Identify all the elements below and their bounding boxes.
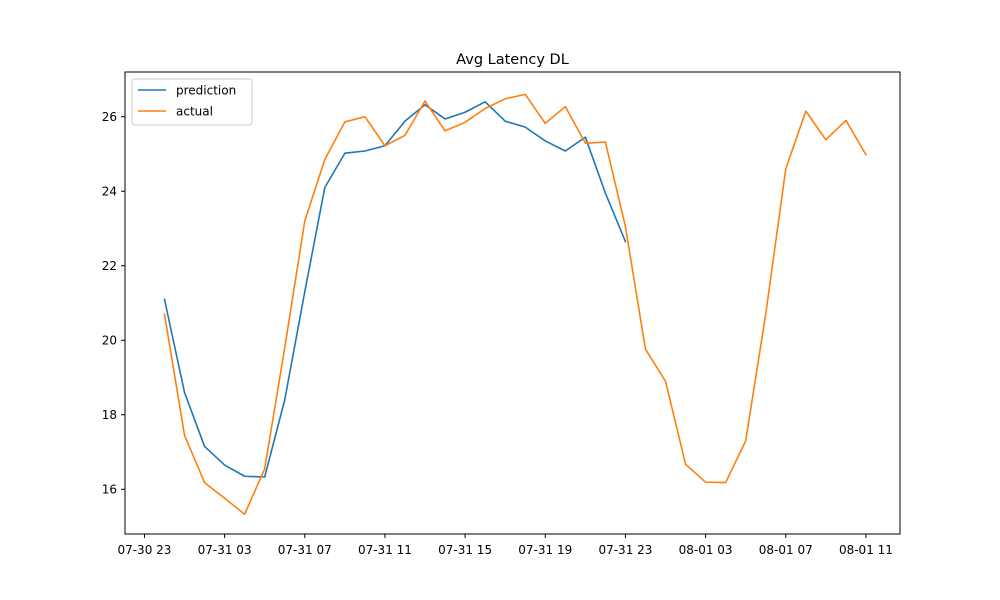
y-tick-label: 16 [102,483,117,497]
x-tick-label: 07-31 23 [598,543,652,557]
x-tick-label: 07-31 07 [278,543,332,557]
y-tick-label: 22 [102,259,117,273]
y-tick-label: 24 [102,185,117,199]
series-line-prediction [163,101,627,478]
chart-title: Avg Latency DL [456,52,569,68]
x-tick-label: 08-01 11 [839,543,893,557]
y-tick-label: 26 [102,110,117,124]
plot-frame [124,71,901,535]
y-tick-label: 18 [102,408,117,422]
x-tick-label: 08-01 07 [759,543,813,557]
legend-label-actual: actual [176,105,213,119]
x-tick-label: 07-31 03 [198,543,252,557]
x-tick-label: 07-31 11 [358,543,412,557]
legend-label-prediction: prediction [176,84,236,98]
x-axis: 07-30 23 07-31 03 07-31 07 07-31 11 07-31 15… [117,534,893,557]
x-tick-label: 07-30 23 [117,543,171,557]
series-line-actual [163,93,868,516]
series-layer [163,93,868,516]
x-tick-label: 07-31 19 [518,543,572,557]
x-tick-label: 07-31 15 [438,543,492,557]
y-axis: 16 18 20 22 24 26 [102,110,125,497]
y-tick-label: 20 [102,334,117,348]
x-tick-label: 08-01 03 [679,543,733,557]
legend: prediction actual [131,78,253,126]
